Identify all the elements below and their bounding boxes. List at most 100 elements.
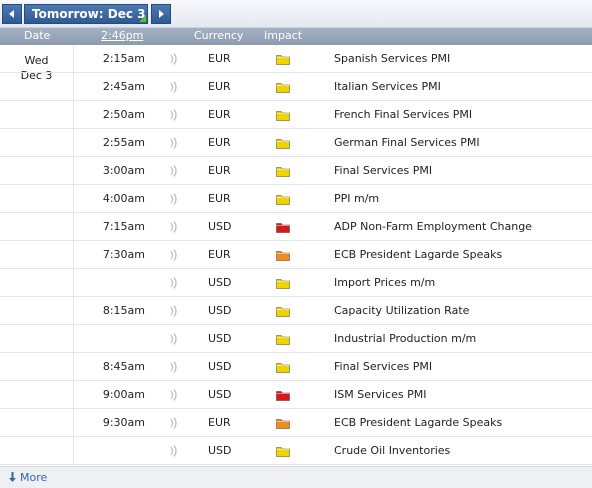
current-day-tab[interactable]: Tomorrow: Dec 3 [24,4,148,24]
event-row[interactable]: 3:00am EUR Final Services PMI [0,157,592,185]
event-time: 8:45am [102,360,145,373]
event-title[interactable]: Crude Oil Inventories [334,444,451,457]
day-cell: Wed Dec 3 [0,45,74,465]
event-currency: EUR [208,108,231,121]
event-title[interactable]: Final Services PMI [334,164,433,177]
event-title[interactable]: ADP Non-Farm Employment Change [334,220,532,233]
more-link[interactable]: More [8,471,47,484]
event-title[interactable]: Italian Services PMI [334,80,441,93]
event-title[interactable]: ISM Services PMI [334,388,427,401]
event-currency: USD [208,332,232,345]
event-time: 7:15am [102,220,145,233]
event-currency: USD [208,276,232,289]
event-row[interactable]: 2:45am EUR Italian Services PMI [0,73,592,101]
download-arrow-icon [9,472,16,482]
event-row[interactable]: USD Industrial Production m/m [0,325,592,353]
sound-icon[interactable] [170,185,182,213]
event-currency: EUR [208,416,231,429]
chevron-left-icon [9,10,14,18]
sound-icon[interactable] [170,437,182,465]
sound-icon[interactable] [170,241,182,269]
event-row[interactable]: 4:00am EUR PPI m/m [0,185,592,213]
impact-medium-icon [276,241,290,269]
column-header-row: Date 2:46pm Currency Impact [0,28,592,45]
sound-icon[interactable] [170,73,182,101]
event-title[interactable]: Import Prices m/m [334,276,436,289]
column-header-impact: Impact [264,29,303,42]
column-header-time[interactable]: 2:46pm [101,29,144,42]
event-row[interactable]: 7:15am USD ADP Non-Farm Employment Change [0,213,592,241]
event-currency: EUR [208,248,231,261]
impact-low-icon [276,325,290,353]
sound-icon[interactable] [170,353,182,381]
event-time: 7:30am [102,248,145,261]
event-time: 9:30am [102,416,145,429]
impact-low-icon [276,101,290,129]
chevron-right-icon [159,10,164,18]
event-row[interactable]: 2:50am EUR French Final Services PMI [0,101,592,129]
event-time: 8:15am [102,304,145,317]
event-row[interactable]: 8:15am USD Capacity Utilization Rate [0,297,592,325]
sound-icon[interactable] [170,381,182,409]
event-currency: EUR [208,80,231,93]
event-list: 2:15am EUR Spanish Services PMI 2:45am EUR It… [0,45,592,465]
calendar-footer: More [0,466,592,488]
sound-icon[interactable] [170,157,182,185]
calendar-nav-bar: Tomorrow: Dec 3 [0,0,592,28]
event-row[interactable]: 2:15am EUR Spanish Services PMI [0,45,592,73]
event-time: 3:00am [102,164,145,177]
sound-icon[interactable] [170,325,182,353]
sound-icon[interactable] [170,269,182,297]
column-header-currency: Currency [194,29,244,42]
event-time: 2:50am [102,108,145,121]
impact-low-icon [276,353,290,381]
event-currency: USD [208,220,232,233]
sound-icon[interactable] [170,213,182,241]
event-time: 2:45am [102,80,145,93]
column-header-date: Date [24,29,51,42]
sound-icon[interactable] [170,409,182,437]
impact-medium-icon [276,409,290,437]
previous-day-button[interactable] [2,4,22,24]
event-title[interactable]: French Final Services PMI [334,108,473,121]
event-currency: EUR [208,52,231,65]
sound-icon[interactable] [170,45,182,73]
next-day-button[interactable] [151,4,171,24]
event-currency: USD [208,388,232,401]
event-currency: USD [208,360,232,373]
event-title[interactable]: ECB President Lagarde Speaks [334,416,503,429]
event-row[interactable]: 9:30am EUR ECB President Lagarde Speaks [0,409,592,437]
impact-high-icon [276,213,290,241]
event-title[interactable]: Final Services PMI [334,360,433,373]
event-currency: USD [208,304,232,317]
sound-icon[interactable] [170,129,182,157]
event-row[interactable]: 2:55am EUR German Final Services PMI [0,129,592,157]
impact-low-icon [276,297,290,325]
event-title[interactable]: Industrial Production m/m [334,332,477,345]
event-title[interactable]: Capacity Utilization Rate [334,304,470,317]
sound-icon[interactable] [170,101,182,129]
event-currency: EUR [208,192,231,205]
event-row[interactable]: USD Import Prices m/m [0,269,592,297]
more-label: More [20,471,48,484]
event-time: 9:00am [102,388,145,401]
event-row[interactable]: 7:30am EUR ECB President Lagarde Speaks [0,241,592,269]
impact-low-icon [276,73,290,101]
event-row[interactable]: 8:45am USD Final Services PMI [0,353,592,381]
day-weekday: Wed [24,54,49,67]
event-currency: USD [208,444,232,457]
event-row[interactable]: USD Crude Oil Inventories [0,437,592,465]
impact-low-icon [276,129,290,157]
impact-low-icon [276,437,290,465]
event-title[interactable]: Spanish Services PMI [334,52,451,65]
event-title[interactable]: PPI m/m [334,192,380,205]
event-row[interactable]: 9:00am USD ISM Services PMI [0,381,592,409]
sound-icon[interactable] [170,297,182,325]
event-title[interactable]: ECB President Lagarde Speaks [334,248,503,261]
event-time: 2:55am [102,136,145,149]
impact-low-icon [276,45,290,73]
tab-corner-marker [139,15,146,22]
event-title[interactable]: German Final Services PMI [334,136,480,149]
event-time: 4:00am [102,192,145,205]
current-day-label: Tomorrow: Dec 3 [32,7,146,21]
